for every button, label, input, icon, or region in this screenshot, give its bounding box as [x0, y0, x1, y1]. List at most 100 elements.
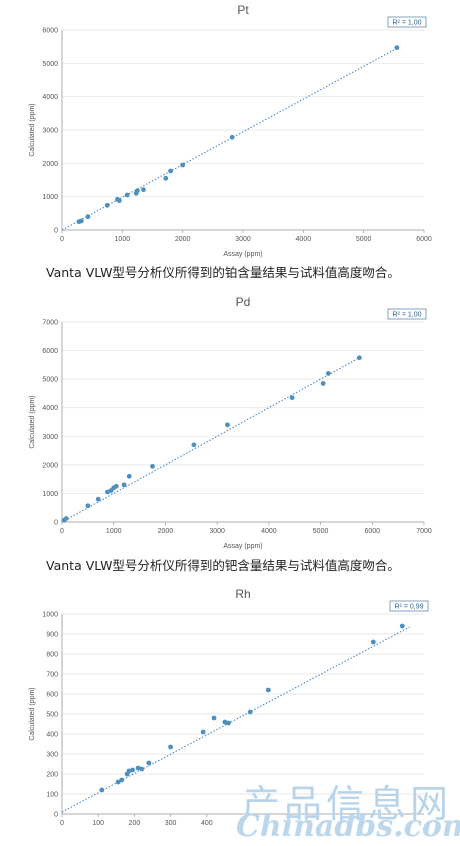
- x-tick-label: 5000: [313, 528, 329, 535]
- data-point: [325, 371, 331, 376]
- y-tick-label: 1000: [42, 612, 58, 619]
- x-tick-label: 2000: [158, 528, 174, 535]
- y-tick-label: 500: [46, 712, 58, 719]
- y-tick-label: 3000: [42, 128, 58, 135]
- data-point: [63, 516, 69, 521]
- pd-caption: Vanta VLW型号分析仪所得到的钯含量结果与试料值高度吻合。: [46, 558, 400, 573]
- data-point: [99, 787, 105, 793]
- x-tick-label: 1000: [106, 528, 122, 535]
- y-tick-label: 700: [46, 672, 58, 679]
- data-point: [150, 463, 155, 469]
- y-tick-label: 600: [46, 692, 58, 699]
- y-axis-label: Calculated (ppm): [29, 103, 36, 156]
- data-point: [200, 729, 206, 735]
- data-point: [370, 639, 376, 645]
- pd-chart-panel: Pd 0 1000 2000 3000 4000 5000 6000 7000 0 1000 2000…: [0, 292, 460, 554]
- y-tick-label: 5000: [42, 61, 58, 68]
- data-point: [226, 720, 231, 726]
- data-point: [115, 779, 121, 785]
- data-point: [116, 198, 122, 204]
- y-tick-label: 0: [54, 520, 58, 527]
- data-point: [265, 687, 271, 693]
- x-tick-label: 200: [129, 820, 141, 827]
- x-tick-label: 0: [60, 820, 64, 827]
- x-tick-label: 6000: [364, 528, 380, 535]
- x-tick-label: 7000: [416, 528, 432, 535]
- data-point: [85, 214, 91, 220]
- trend-line: [61, 357, 360, 523]
- r2-box: [387, 16, 427, 28]
- chart-title: Rh: [235, 587, 250, 601]
- x-tick-label: 5000: [356, 236, 372, 243]
- y-tick-label: 6000: [42, 348, 58, 355]
- x-tick-label: 3000: [209, 528, 225, 535]
- r2-label: R² = 1,00: [393, 20, 422, 27]
- data-point: [168, 168, 174, 174]
- data-point: [222, 719, 228, 725]
- y-tick-label: 0: [54, 228, 58, 235]
- pt-chart-panel: Pt 0 1000 2000 3000 4000 5000 6000 0 1000 2000 3000…: [0, 0, 460, 262]
- data-point: [130, 767, 135, 773]
- data-point: [105, 489, 110, 495]
- pt-chart: Pt 0 1000 2000 3000 4000 5000 6000 0 1000 2000 3000…: [29, 3, 432, 258]
- r2-label: R² = 1,00: [393, 312, 422, 319]
- y-tick-label: 4000: [42, 94, 58, 101]
- y-tick-label: 400: [46, 732, 58, 739]
- x-tick-label: 300: [165, 820, 177, 827]
- chart-title: Pt: [237, 3, 249, 17]
- y-tick-label: 7000: [42, 320, 58, 327]
- x-tick-label: 4000: [296, 236, 312, 243]
- trend-line: [61, 47, 398, 231]
- r2-box: [387, 308, 427, 320]
- data-point: [139, 766, 145, 772]
- data-point: [320, 381, 326, 386]
- x-tick-label: 3000: [235, 236, 251, 243]
- data-point: [78, 218, 84, 224]
- data-point: [229, 134, 235, 140]
- pd-chart: Pd 0 1000 2000 3000 4000 5000 6000 7000 0 1000 2000…: [29, 295, 432, 550]
- data-point: [191, 442, 197, 448]
- data-point: [124, 192, 130, 198]
- data-point: [289, 395, 295, 401]
- data-point: [168, 744, 174, 750]
- rh-chart-panel: Rh 0 100 200 300 400 500 600 700 800 900 1000 0 100 20…: [0, 584, 460, 846]
- y-tick-label: 900: [46, 632, 58, 639]
- x-tick-label: 400: [201, 820, 213, 827]
- data-point: [95, 496, 101, 502]
- data-point: [119, 777, 125, 783]
- x-tick-label: 100: [92, 820, 104, 827]
- y-tick-label: 6000: [42, 28, 58, 35]
- data-point: [163, 175, 169, 181]
- x-tick-label: 2000: [175, 236, 191, 243]
- watermark-domain-text: Chinadbs.com: [236, 809, 460, 844]
- chart-title: Pd: [236, 295, 251, 309]
- x-tick-label: 1000: [115, 236, 131, 243]
- site-watermark: 产品信息网 Chinadbs.com: [232, 765, 460, 846]
- data-point: [399, 623, 405, 629]
- x-axis-label: Assay (ppm): [223, 251, 262, 258]
- x-axis-label: Assay (ppm): [223, 543, 262, 550]
- data-point: [113, 483, 119, 489]
- data-point: [135, 765, 141, 771]
- y-tick-label: 1000: [42, 491, 58, 498]
- y-tick-label: 1000: [42, 194, 58, 201]
- data-point: [126, 768, 132, 774]
- y-tick-label: 800: [46, 652, 58, 659]
- data-point: [121, 482, 127, 488]
- data-point: [146, 760, 152, 766]
- watermark-chinese-text: 产品信息网: [242, 782, 453, 826]
- x-tick-label: 0: [60, 528, 64, 535]
- data-point: [247, 709, 253, 715]
- data-point: [225, 422, 230, 428]
- y-axis-label: Calculated (ppm): [29, 687, 36, 740]
- data-point: [394, 45, 400, 51]
- y-tick-label: 3000: [42, 434, 58, 441]
- data-point: [141, 187, 146, 193]
- y-tick-label: 200: [46, 772, 58, 779]
- x-tick-label: 6000: [416, 236, 432, 243]
- pt-caption: Vanta VLW型号分析仪所得到的铂含量结果与试料值高度吻合。: [46, 265, 400, 280]
- y-tick-label: 0: [54, 812, 58, 819]
- rh-chart: Rh 0 100 200 300 400 500 600 700 800 900 1000 0 100 20…: [29, 587, 429, 827]
- y-tick-label: 2000: [42, 161, 58, 168]
- data-point: [85, 503, 91, 509]
